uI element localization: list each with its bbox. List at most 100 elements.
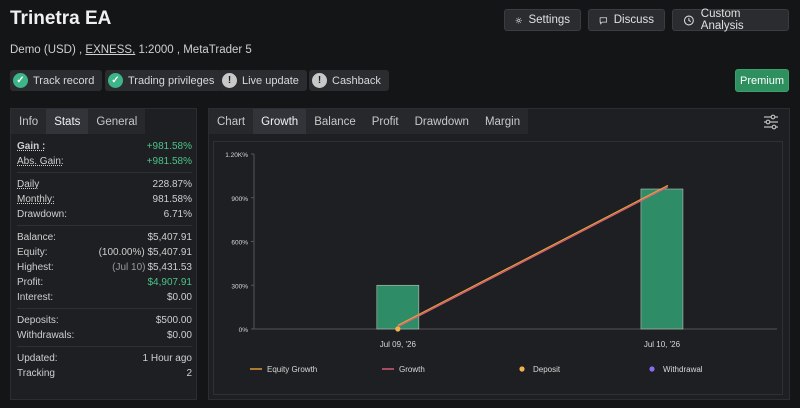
- legend-swatch: [519, 366, 525, 372]
- discuss-label: Discuss: [613, 14, 654, 26]
- equity-amount: $5,407.91: [147, 247, 193, 258]
- stat-row-withdrawals: Withdrawals: $0.00: [17, 328, 192, 343]
- stat-value: $0.00: [166, 292, 192, 303]
- trading-privileges-badge[interactable]: ✓ Trading privileges: [105, 70, 223, 91]
- stat-label[interactable]: Monthly:: [17, 194, 55, 205]
- bar: [640, 188, 684, 330]
- legend-label: Equity Growth: [267, 365, 317, 374]
- stat-value: (Jul 10) $5,431.53: [112, 262, 192, 273]
- stat-label[interactable]: Gain :: [17, 141, 46, 152]
- stat-value: 2: [186, 368, 192, 379]
- custom-analysis-label: Custom Analysis: [700, 8, 744, 32]
- legend-label: Growth: [399, 365, 425, 374]
- stat-label: Profit:: [17, 277, 44, 288]
- x-tick-label: Jul 10, '26: [644, 340, 681, 349]
- tab-profit[interactable]: Profit: [363, 109, 407, 134]
- tab-general[interactable]: General: [88, 109, 146, 134]
- stat-label: Withdrawals:: [17, 330, 75, 341]
- y-tick-label: 600%: [231, 240, 248, 247]
- growth-chart: 0% 300% 600% 900% 1.20K% Jul 09, '26 Jul 10, '…: [213, 141, 783, 395]
- chart-tabs: Chart Growth Balance Profit Drawdown Mar…: [209, 109, 529, 134]
- track-record-badge[interactable]: ✓ Track record: [10, 70, 103, 91]
- stat-value: +981.58%: [146, 156, 192, 167]
- stat-value: $5,407.91: [147, 232, 193, 243]
- chat-icon: [599, 16, 608, 25]
- y-tick-label: 0%: [239, 327, 249, 334]
- chart-panel: Chart Growth Balance Profit Drawdown Mar…: [208, 108, 790, 400]
- stat-label[interactable]: Daily: [17, 179, 40, 190]
- stat-row-daily: Daily 228.87%: [17, 177, 192, 192]
- premium-button[interactable]: Premium: [735, 69, 789, 92]
- page-title: Trinetra EA: [10, 8, 112, 29]
- trading-privileges-label: Trading privileges: [128, 74, 215, 87]
- divider: [17, 172, 192, 173]
- deposit-point: [395, 326, 401, 332]
- custom-analysis-button[interactable]: Custom Analysis: [672, 8, 789, 32]
- highest-date: (Jul 10): [112, 262, 146, 273]
- stat-row-gain: Gain : +981.58%: [17, 139, 192, 154]
- legend-label: Withdrawal: [663, 365, 703, 374]
- account-type: Demo (USD) ,: [10, 44, 83, 56]
- stat-label[interactable]: Abs. Gain:: [17, 156, 64, 167]
- stat-label: Drawdown:: [17, 209, 68, 220]
- cashback-badge[interactable]: ! Cashback: [309, 70, 389, 91]
- legend-label: Deposit: [533, 365, 561, 374]
- stat-row-updated: Updated: 1 Hour ago: [17, 351, 192, 366]
- stat-row-equity: Equity: (100.00%) $5,407.91: [17, 245, 192, 260]
- x-tick-label: Jul 09, '26: [380, 340, 417, 349]
- stat-label: Highest:: [17, 262, 54, 273]
- series-line: [397, 184, 669, 326]
- tab-stats[interactable]: Stats: [46, 109, 89, 134]
- sliders-icon[interactable]: [763, 114, 779, 130]
- stat-row-drawdown: Drawdown: 6.71%: [17, 207, 192, 222]
- broker-link[interactable]: EXNESS,: [85, 44, 136, 56]
- stat-value: $500.00: [155, 315, 192, 326]
- stat-row-profit: Profit: $4,907.91: [17, 275, 192, 290]
- equity-percent: (100.00%): [98, 247, 145, 258]
- discuss-button[interactable]: Discuss: [588, 9, 665, 31]
- legend-swatch: [649, 366, 655, 372]
- stat-value: 981.58%: [152, 194, 192, 205]
- stat-row-monthly: Monthly: 981.58%: [17, 192, 192, 207]
- stat-row-highest: Highest: (Jul 10) $5,431.53: [17, 260, 192, 275]
- stat-row-abs-gain: Abs. Gain: +981.58%: [17, 154, 192, 169]
- tab-drawdown[interactable]: Drawdown: [406, 109, 477, 134]
- stat-row-tracking: Tracking 2: [17, 366, 192, 381]
- gear-icon: [515, 16, 522, 24]
- warning-icon: !: [312, 73, 327, 88]
- stat-row-balance: Balance: $5,407.91: [17, 230, 192, 245]
- y-tick-label: 300%: [231, 283, 248, 290]
- series-line: [397, 186, 669, 328]
- stat-label: Deposits:: [17, 315, 59, 326]
- settings-button[interactable]: Settings: [504, 9, 581, 31]
- tab-info[interactable]: Info: [11, 109, 47, 134]
- track-record-label: Track record: [33, 74, 95, 87]
- stat-value: 1 Hour ago: [142, 353, 192, 364]
- stat-row-interest: Interest: $0.00: [17, 290, 192, 305]
- cashback-label: Cashback: [332, 74, 381, 87]
- stat-label: Balance:: [17, 232, 56, 243]
- stats-list: Gain : +981.58% Abs. Gain: +981.58% Daily 2…: [17, 139, 192, 381]
- stat-value: 228.87%: [152, 179, 192, 190]
- live-update-badge[interactable]: ! Live update: [219, 70, 307, 91]
- tab-margin[interactable]: Margin: [476, 109, 529, 134]
- stat-value: $0.00: [166, 330, 192, 341]
- warning-icon: !: [222, 73, 237, 88]
- tab-balance[interactable]: Balance: [306, 109, 364, 134]
- stat-value: (100.00%) $5,407.91: [99, 247, 192, 258]
- settings-label: Settings: [528, 14, 570, 26]
- leverage-platform: 1:2000 , MetaTrader 5: [138, 44, 252, 56]
- tab-growth[interactable]: Growth: [253, 109, 307, 134]
- divider: [17, 225, 192, 226]
- bar: [376, 284, 420, 330]
- check-icon: ✓: [108, 73, 123, 88]
- growth-chart-svg: 0% 300% 600% 900% 1.20K% Jul 09, '26 Jul 10, '…: [225, 152, 777, 374]
- stat-label: Equity:: [17, 247, 48, 258]
- check-icon: ✓: [13, 73, 28, 88]
- stat-label: Interest:: [17, 292, 54, 303]
- stat-value: +981.58%: [146, 141, 192, 152]
- stats-tabs: Info Stats General: [11, 109, 146, 134]
- tab-chart[interactable]: Chart: [209, 109, 254, 134]
- y-tick-label: 900%: [231, 196, 248, 203]
- live-update-label: Live update: [242, 74, 299, 87]
